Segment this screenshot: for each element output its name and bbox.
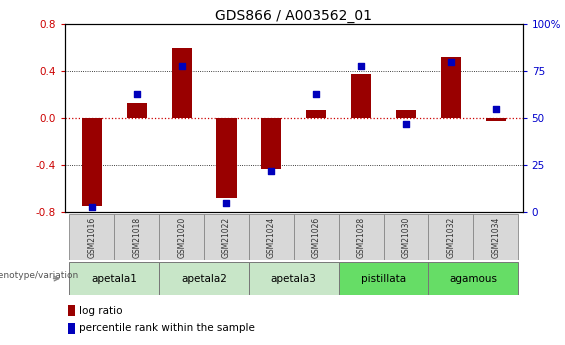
Text: pistillata: pistillata [361,274,406,284]
Bar [338,262,428,295]
Bar [384,214,428,260]
Bar [396,110,416,118]
Bar [338,214,384,260]
Text: agamous: agamous [449,274,497,284]
Point [312,91,321,97]
Point [88,204,97,209]
Bar [261,118,281,169]
Bar [127,103,147,118]
Text: GSM21028: GSM21028 [357,217,366,258]
Text: GSM21020: GSM21020 [177,217,186,258]
Point [177,63,186,68]
Text: GSM21032: GSM21032 [446,217,455,258]
Point [491,106,500,111]
Bar [69,262,159,295]
Text: GSM21022: GSM21022 [222,217,231,258]
Bar [82,118,102,206]
Point [222,200,231,206]
Text: GSM21024: GSM21024 [267,217,276,258]
Bar [172,48,192,118]
Text: GSM21018: GSM21018 [132,217,141,258]
Bar [68,305,75,316]
Bar [204,214,249,260]
Bar [68,323,75,334]
Point [446,59,455,65]
Bar [306,110,327,118]
Text: GSM21030: GSM21030 [402,217,410,258]
Bar [428,214,473,260]
Point [402,121,411,127]
Bar [428,262,518,295]
Bar [441,57,461,118]
Text: apetala1: apetala1 [92,274,137,284]
Bar [216,118,237,198]
Text: genotype/variation: genotype/variation [0,271,79,280]
Bar [351,73,371,118]
Text: apetala2: apetala2 [181,274,227,284]
Point [357,63,366,68]
Bar [294,214,338,260]
Bar [249,262,338,295]
Bar [485,118,506,120]
Text: GSM21016: GSM21016 [88,217,97,258]
Bar [159,262,249,295]
Bar [69,214,114,260]
Title: GDS866 / A003562_01: GDS866 / A003562_01 [215,9,372,23]
Point [267,168,276,174]
Text: percentile rank within the sample: percentile rank within the sample [79,323,255,333]
Bar [114,214,159,260]
Bar [249,214,294,260]
Point [132,91,141,97]
Bar [473,214,518,260]
Text: GSM21034: GSM21034 [491,217,500,258]
Text: log ratio: log ratio [79,306,122,316]
Bar [159,214,204,260]
Text: GSM21026: GSM21026 [312,217,321,258]
Text: apetala3: apetala3 [271,274,317,284]
